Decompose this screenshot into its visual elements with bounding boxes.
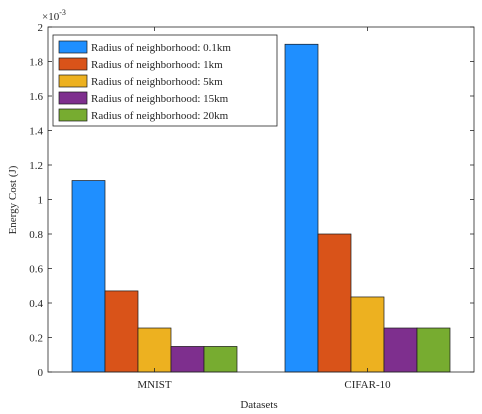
bar xyxy=(350,296,385,373)
bar xyxy=(383,327,418,373)
legend-label: Radius of neighborhood: 0.1km xyxy=(91,42,231,54)
x-ticks: MNIST CIFAR-10 xyxy=(137,27,391,391)
y-tick-label: 2 xyxy=(38,22,44,34)
y-tick-label: 0 xyxy=(38,367,44,379)
legend-swatch xyxy=(58,57,88,71)
legend-swatch xyxy=(58,40,88,54)
y-tick-label: 0.6 xyxy=(29,264,43,276)
legend-label: Radius of neighborhood: 20km xyxy=(91,110,229,122)
y-tick-label: 1.8 xyxy=(29,57,43,69)
legend-label: Radius of neighborhood: 5km xyxy=(91,76,223,88)
legend-label: Radius of neighborhood: 15km xyxy=(91,93,229,105)
y-tick-label: 1 xyxy=(38,195,44,207)
y-multiplier-base: ×10 xyxy=(42,11,60,23)
x-axis-label: Datasets xyxy=(240,399,277,411)
bar xyxy=(203,346,238,373)
x-tick-label: CIFAR-10 xyxy=(344,379,391,391)
y-tick-label: 1.4 xyxy=(29,126,43,138)
y-axis-label: Energy Cost (J) xyxy=(7,165,19,234)
legend-label: Radius of neighborhood: 1km xyxy=(91,59,223,71)
y-tick-label: 0.4 xyxy=(29,298,43,310)
bar xyxy=(317,233,352,373)
x-tick-label: MNIST xyxy=(137,379,172,391)
legend-box xyxy=(52,34,278,127)
y-multiplier: ×10-3 xyxy=(42,8,66,23)
y-tick-label: 1.6 xyxy=(29,91,43,103)
y-tick-label: 0.8 xyxy=(29,229,43,241)
bar xyxy=(416,327,451,373)
bar xyxy=(137,327,172,373)
legend-swatch xyxy=(58,91,88,105)
legend-swatch xyxy=(58,108,88,122)
legend-swatch xyxy=(58,74,88,88)
y-tick-label: 1.2 xyxy=(29,160,43,172)
bars-group xyxy=(71,43,451,373)
y-tick-label: 0.2 xyxy=(29,333,43,345)
bar xyxy=(104,290,139,373)
y-multiplier-exponent: -3 xyxy=(59,8,66,17)
legend: Radius of neighborhood: 0.1km Radius of n… xyxy=(52,34,278,127)
y-ticks: 0 0.2 0.4 0.6 0.8 1 1.2 1.4 1.6 1.8 2 xyxy=(29,22,474,379)
bar xyxy=(170,346,205,373)
bar xyxy=(71,180,106,373)
bar xyxy=(284,43,319,373)
